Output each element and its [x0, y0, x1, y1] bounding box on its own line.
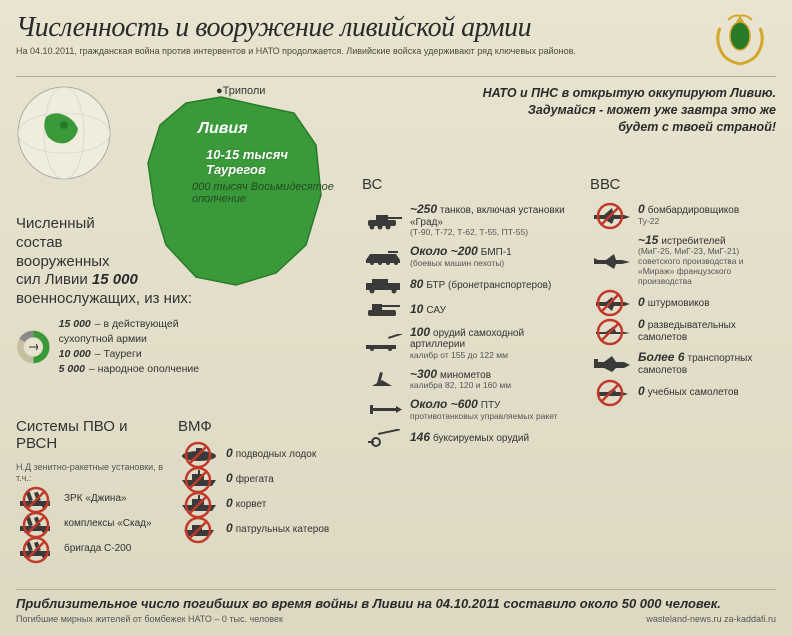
ground-row: 146буксируемых орудий: [362, 429, 568, 447]
sub-icon: [178, 445, 220, 463]
sam-icon: [16, 540, 58, 558]
header-text: Численность и вооружение ливийской армии…: [16, 12, 704, 56]
infographic-canvas: Численность и вооружение ливийской армии…: [0, 0, 792, 636]
pvo-row: бригада С-200: [16, 540, 166, 558]
pvo-heading: Системы ПВО и РВСН: [16, 418, 166, 452]
capital-label: ●Триполи: [216, 85, 265, 97]
navy-row: 0корвет: [178, 495, 348, 513]
trainer-icon: [590, 383, 632, 401]
navy-heading: ВМФ: [178, 418, 348, 435]
navy-row: 0подводных лодок: [178, 445, 348, 463]
donut-chart: [16, 323, 51, 371]
ground-row: Около ~600ПТУпротивотанковых управляемых…: [362, 398, 568, 422]
pvo-row: ЗРК «Джина»: [16, 490, 166, 508]
apc2-icon: [362, 276, 404, 294]
force-item: 5 000– народное ополчение: [59, 362, 211, 377]
boat-icon: [178, 520, 220, 538]
footer-main: Приблизительное число погибших во время …: [16, 596, 776, 611]
air-row: ~15истребителей(МиГ-25, МиГ-23, МиГ-21) …: [590, 234, 776, 287]
ground-heading: ВС: [362, 176, 568, 193]
map-country-label: Ливия: [197, 120, 248, 137]
footer-sub-left: Погибшие мирных жителей от бомбежек НАТО…: [16, 614, 283, 624]
ground-row: Около ~200БМП-1(боевых машин пехоты): [362, 245, 568, 269]
pvo-row: комплексы «Скад»: [16, 515, 166, 533]
navy-row: 0патрульных катеров: [178, 520, 348, 538]
footer: Приблизительное число погибших во время …: [16, 589, 776, 624]
spg-icon: [362, 301, 404, 319]
ground-row: 100орудий самоходной артиллериикалибр от…: [362, 326, 568, 361]
attack-icon: [590, 293, 632, 311]
air-row: 0бомбардировщиковТу-22: [590, 203, 776, 227]
air-row: 0штурмовиков: [590, 293, 776, 311]
force-list: 15 000– в действующей сухопутной армии10…: [59, 317, 211, 378]
air-row: Более 6транспортных самолетов: [590, 351, 776, 376]
force-item: 15 000– в действующей сухопутной армии: [59, 317, 211, 347]
transport-icon: [590, 354, 632, 372]
ship-icon: [178, 495, 220, 513]
header: Численность и вооружение ливийской армии…: [16, 12, 776, 77]
strength-heading: Численный состав вооруженных сил Ливии 1…: [16, 215, 211, 309]
sam-icon: [16, 490, 58, 508]
ground-row: 10САУ: [362, 301, 568, 319]
map-line1: 10-15 тысяч Таурегов: [206, 147, 336, 177]
arty-icon: [362, 334, 404, 352]
ship-icon: [178, 470, 220, 488]
page-title: Численность и вооружение ливийской армии: [16, 12, 704, 44]
tank-icon: [362, 212, 404, 230]
pvo-column: Системы ПВО и РВСН Н.Д зенитно-ракетные …: [16, 418, 166, 565]
atgm-icon: [362, 401, 404, 419]
footer-sub-right: wasteland-news.ru za-kaddafi.ru: [646, 614, 776, 624]
subtitle: На 04.10.2011, гражданская война против …: [16, 46, 704, 56]
air-row: 0учебных самолетов: [590, 383, 776, 401]
strength-block: Численный состав вооруженных сил Ливии 1…: [16, 215, 211, 382]
ground-row: 80БТР (бронетранспортеров): [362, 276, 568, 294]
crest-emblem: [704, 12, 776, 70]
sam-icon: [16, 515, 58, 533]
apc-icon: [362, 248, 404, 266]
air-heading: ВВС: [590, 176, 776, 193]
air-column: ВВС 0бомбардировщиковТу-22 ~15истребителе…: [590, 176, 776, 408]
ground-row: ~250танков, включая установки «Град»(Т-9…: [362, 203, 568, 238]
navy-row: 0фрегата: [178, 470, 348, 488]
fighter-icon: [590, 251, 632, 269]
recon-icon: [590, 322, 632, 340]
ground-column: ВС ~250танков, включая установки «Град»(…: [362, 176, 568, 454]
bomber-icon: [590, 206, 632, 224]
air-row: 0разведывательных самолетов: [590, 318, 776, 343]
mortar-icon: [362, 370, 404, 388]
ground-row: ~300минометовкалибра 82, 120 и 160 мм: [362, 368, 568, 392]
force-item: 10 000– Тауреги: [59, 347, 211, 362]
navy-column: ВМФ 0подводных лодок 0фрегата 0корвет 0патр…: [178, 418, 348, 545]
gun-icon: [362, 429, 404, 447]
map-line2: 000 тысяч Восьмидесятое ополчение: [192, 181, 352, 205]
